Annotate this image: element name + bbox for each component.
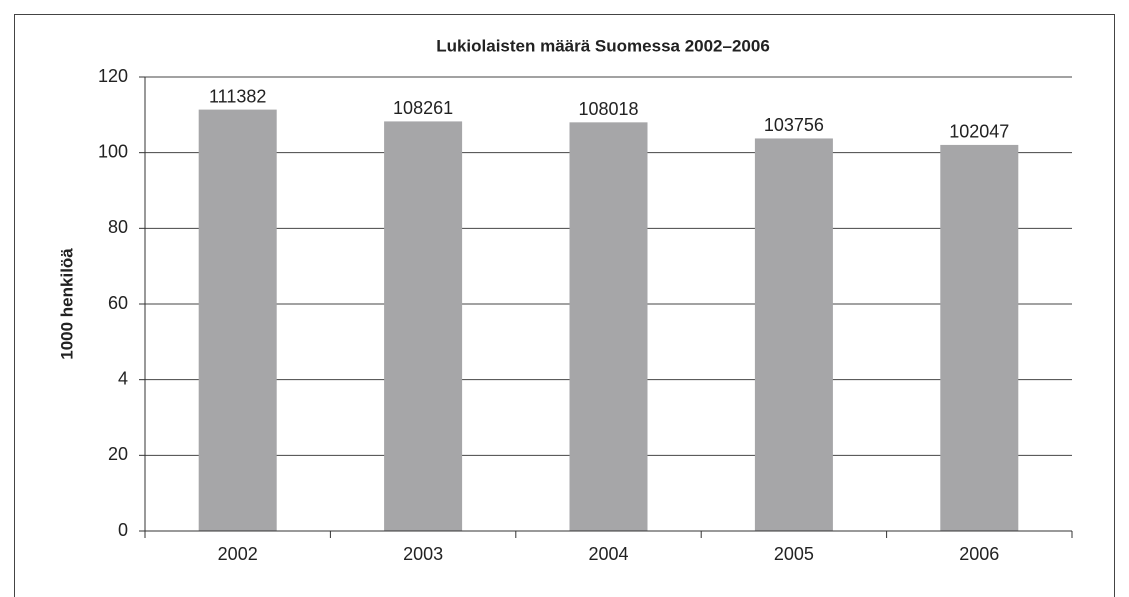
x-tick-label: 2004: [588, 544, 628, 564]
data-label: 111382: [209, 86, 266, 106]
y-tick-label: 100: [98, 141, 128, 161]
bar: [384, 121, 463, 532]
bar: [754, 138, 833, 531]
data-label: 108018: [578, 99, 638, 119]
chart-title: Lukiolaisten määrä Suomessa 2002–2006: [436, 36, 770, 55]
x-tick-label: 2005: [774, 544, 814, 564]
bar: [940, 144, 1019, 531]
x-tick-label: 2002: [218, 544, 258, 564]
data-label: 108261: [393, 98, 453, 118]
y-tick-label: 4: [118, 368, 128, 388]
y-tick-label: 20: [108, 444, 128, 464]
x-tick-label: 2006: [959, 544, 999, 564]
y-tick-label: 120: [98, 66, 128, 86]
y-tick-label: 80: [108, 217, 128, 237]
x-tick-label: 2003: [403, 544, 443, 564]
bar: [198, 109, 277, 531]
bar: [569, 122, 648, 531]
y-tick-label: 60: [108, 293, 128, 313]
chart-frame: [14, 14, 1115, 597]
y-tick-label: 0: [118, 520, 128, 540]
y-axis-label: 1000 henkilöä: [57, 248, 76, 360]
data-label: 102047: [949, 122, 1009, 142]
data-label: 103756: [764, 115, 824, 135]
